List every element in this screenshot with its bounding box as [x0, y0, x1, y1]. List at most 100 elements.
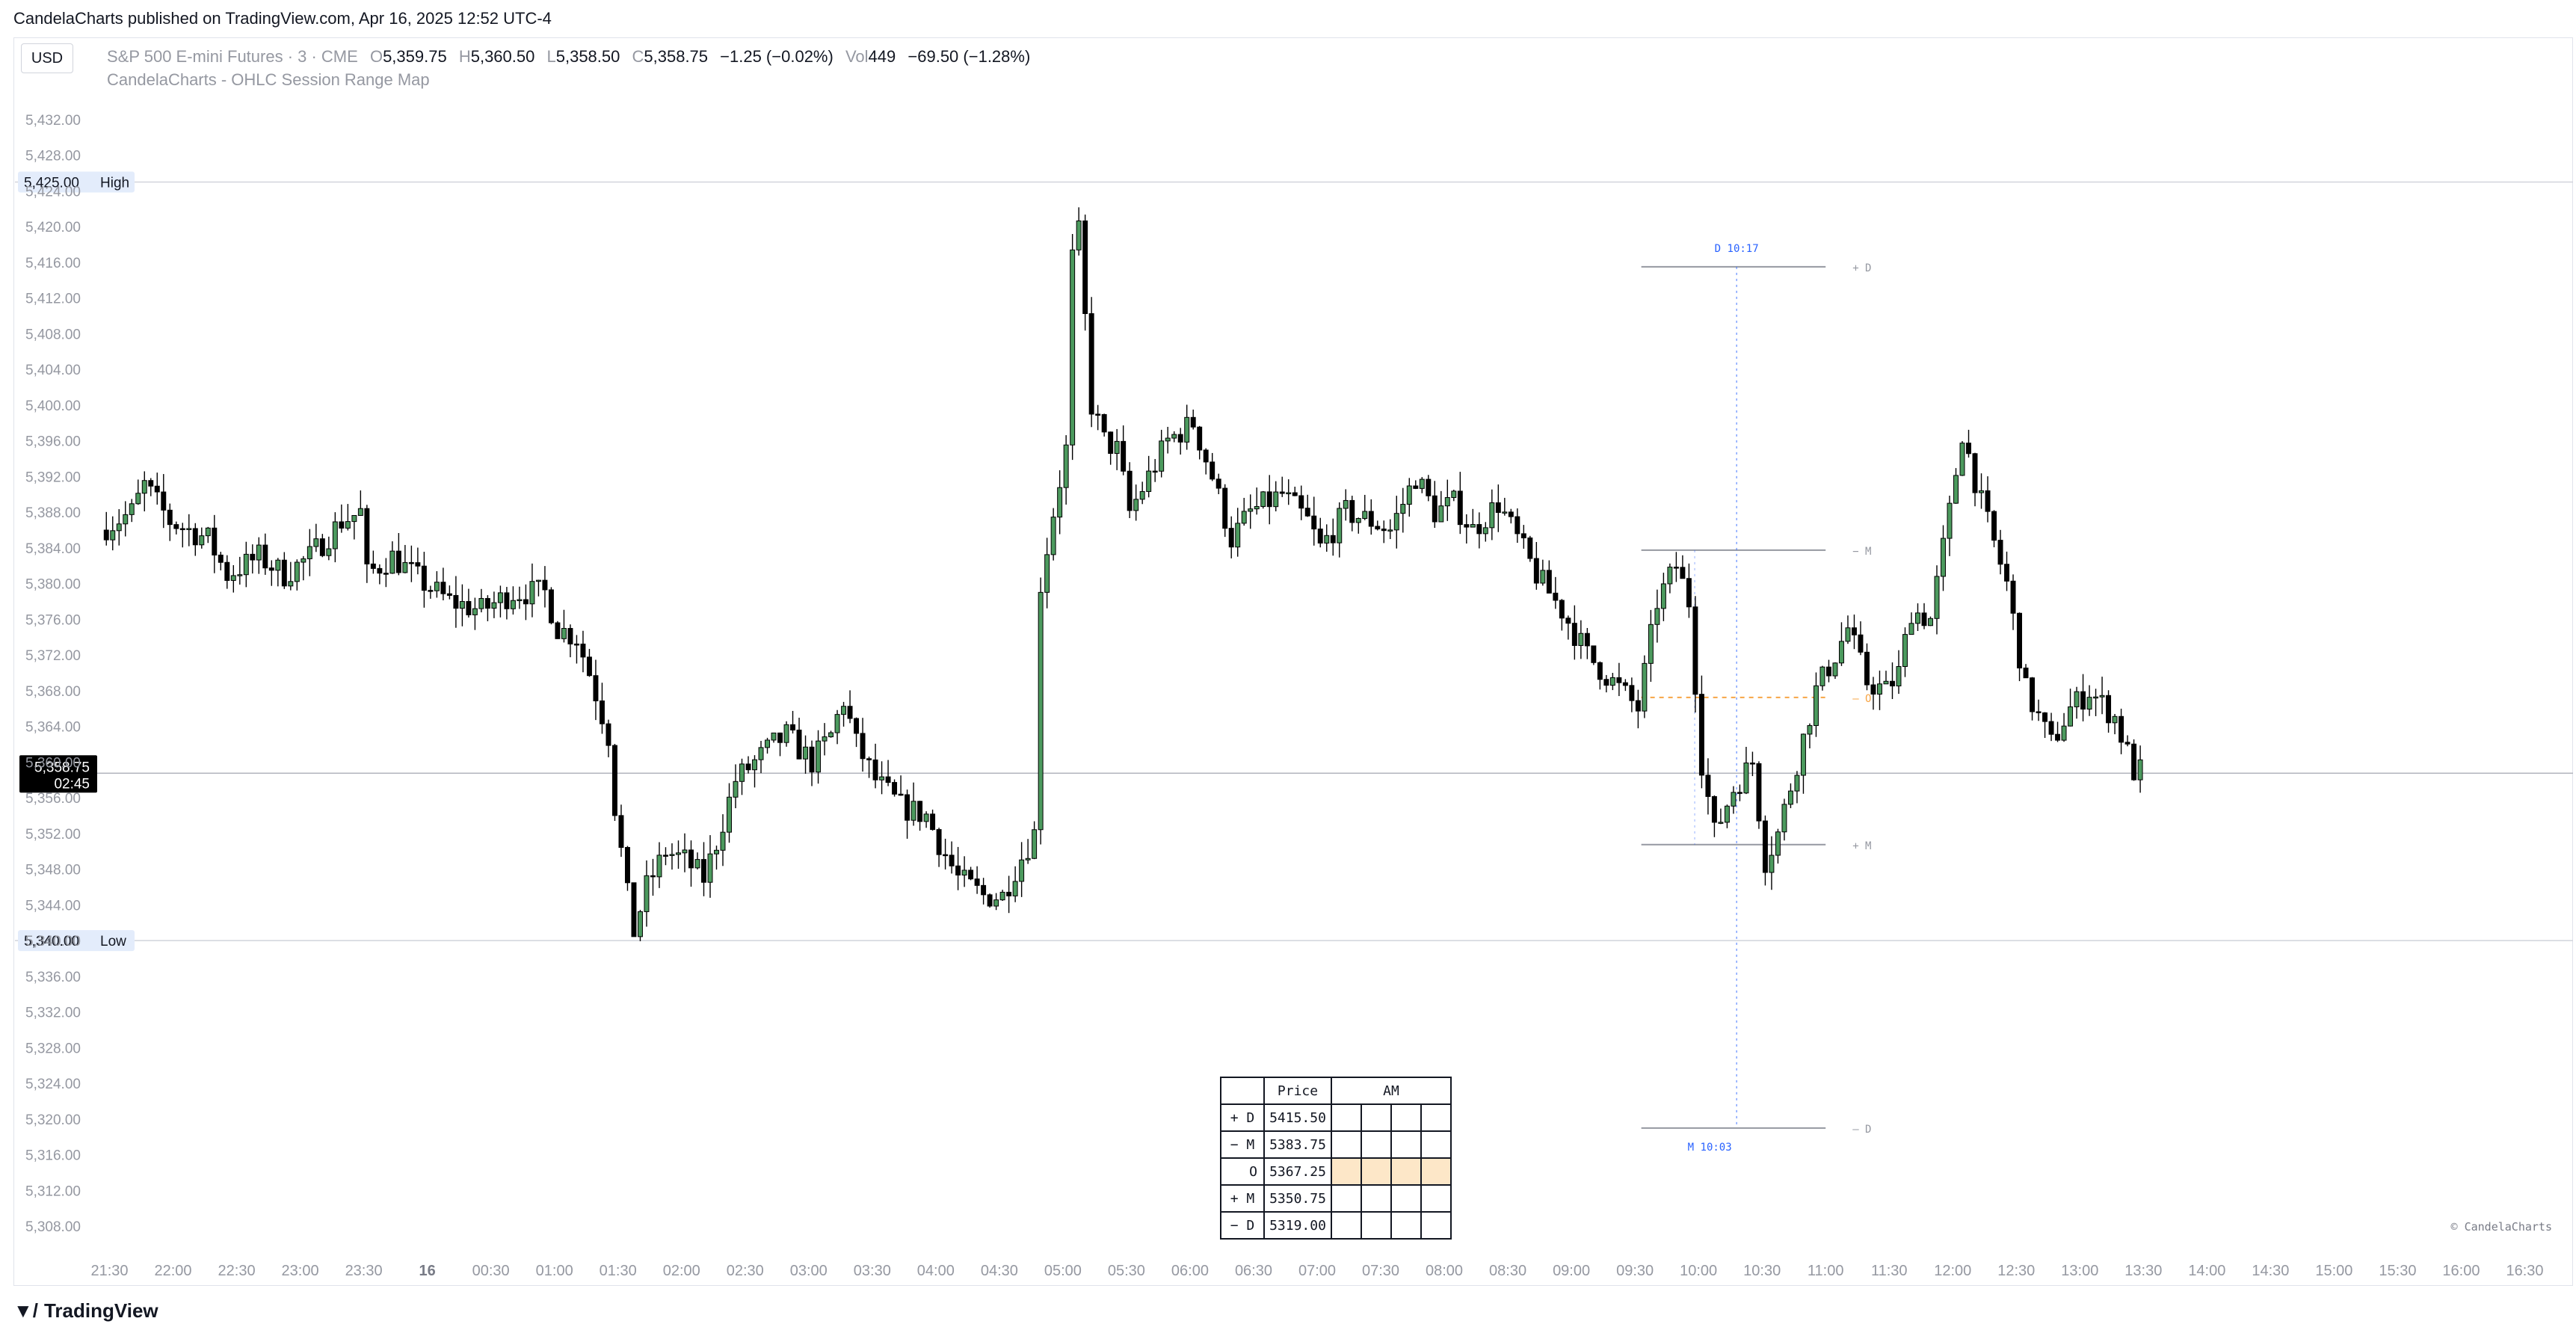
candle-down	[1495, 502, 1501, 513]
candle-down	[847, 706, 853, 719]
candle-down	[930, 813, 936, 831]
candle-down	[1464, 524, 1470, 528]
candle-up	[1667, 567, 1673, 585]
currency-button[interactable]: USD	[21, 43, 73, 73]
candle-down	[606, 723, 611, 746]
table-row: − M 5383.75	[1220, 1130, 1452, 1159]
level-label: – D	[1852, 1124, 1871, 1136]
candle-up	[402, 561, 408, 573]
y-tick-label: 5,412.00	[25, 292, 81, 307]
high-value: 5,360.50	[470, 47, 535, 66]
candle-up	[1362, 511, 1368, 520]
candle-down	[1546, 570, 1552, 594]
candle-down	[1921, 612, 1927, 626]
candle-up	[1273, 491, 1279, 508]
candle-up	[110, 530, 116, 541]
candle-up	[1743, 763, 1749, 794]
x-tick-label: 06:30	[1235, 1263, 1272, 1279]
candle-up	[656, 855, 662, 878]
y-tick-label: 5,392.00	[25, 469, 81, 485]
candle-down	[796, 729, 802, 760]
candle-down	[555, 622, 561, 639]
candles	[103, 207, 2143, 941]
candle-up	[243, 553, 249, 576]
candle-up	[1540, 570, 1546, 584]
candle-up	[1235, 523, 1241, 548]
candle-up	[1076, 220, 1082, 250]
candle-down	[1317, 529, 1323, 544]
candle-down	[466, 601, 472, 615]
candle-down	[504, 592, 510, 609]
y-tick-label: 5,356.00	[25, 791, 81, 807]
candle-down	[1476, 524, 1482, 535]
candle-down	[2036, 711, 2042, 713]
x-tick-label: 21:30	[90, 1263, 128, 1279]
table-row: O 5367.25	[1220, 1157, 1452, 1186]
candle-up	[2074, 691, 2080, 707]
indicator-name[interactable]: CandelaCharts - OHLC Session Range Map	[107, 70, 430, 89]
candle-down	[2124, 742, 2130, 745]
candle-down	[2080, 691, 2086, 710]
x-tick-label: 02:30	[727, 1263, 764, 1279]
y-tick-label: 5,384.00	[25, 541, 81, 557]
y-tick-label: 5,396.00	[25, 434, 81, 450]
candle-down	[1870, 684, 1876, 695]
candle-up	[561, 628, 567, 639]
candle-down	[892, 782, 898, 795]
y-tick-label: 5,308.00	[25, 1219, 81, 1235]
candle-up	[275, 559, 281, 571]
candle-up	[1050, 517, 1056, 555]
candle-up	[1578, 632, 1584, 646]
candle-up	[1902, 634, 1908, 668]
candle-up	[707, 853, 713, 883]
x-tick-label: 00:30	[472, 1263, 510, 1279]
y-tick-label: 5,372.00	[25, 648, 81, 664]
x-tick-label: 04:00	[917, 1263, 955, 1279]
y-tick-label: 5,408.00	[25, 327, 81, 342]
row-label: O	[1220, 1157, 1265, 1186]
candle-up	[771, 732, 777, 741]
candle-up	[765, 739, 770, 748]
table-cell	[1331, 1184, 1362, 1213]
candle-down	[974, 878, 980, 886]
y-tick-label: 5,424.00	[25, 184, 81, 200]
candle-down	[1203, 449, 1209, 463]
x-tick-label: 23:30	[345, 1263, 383, 1279]
candle-up	[1941, 538, 1946, 577]
candle-up	[535, 579, 541, 582]
candle-down	[408, 561, 414, 564]
candle-up	[1979, 490, 1984, 493]
last-price-tag	[19, 755, 97, 793]
candle-down	[1330, 535, 1336, 544]
level-label: – O	[1852, 693, 1871, 705]
candle-down	[872, 759, 878, 781]
range-levels: + D − M – O + M – D D 10:17 M 10:03	[1641, 243, 1871, 1154]
table-cell	[1420, 1211, 1452, 1240]
low-label: L	[546, 47, 556, 66]
watermark: © CandelaCharts	[2450, 1220, 2552, 1234]
candle-up	[1063, 444, 1069, 488]
candle-up	[1355, 518, 1361, 523]
x-tick-label: 05:00	[1044, 1263, 1082, 1279]
row-label: − M	[1220, 1130, 1265, 1159]
symbol-name[interactable]: S&P 500 E-mini Futures · 3 · CME	[107, 47, 358, 66]
candle-up	[714, 849, 719, 855]
candle-down	[1616, 677, 1622, 683]
candle-down	[1698, 694, 1704, 776]
candle-down	[854, 718, 860, 734]
candle-up	[1934, 576, 1940, 619]
candle-up	[752, 759, 757, 771]
table-cell	[1331, 1130, 1362, 1159]
candle-down	[383, 573, 389, 575]
candle-down	[1279, 491, 1285, 494]
y-tick-label: 5,340.00	[25, 934, 81, 949]
volume-label: Vol	[845, 47, 869, 66]
table-header-price: Price	[1263, 1077, 1332, 1105]
candle-down	[1597, 662, 1603, 680]
footer-brand[interactable]: ▼/ TradingView	[13, 1299, 158, 1323]
candle-up	[669, 854, 675, 856]
candle-down	[1985, 490, 1991, 512]
candle-down	[1215, 478, 1221, 489]
y-tick-label: 5,352.00	[25, 827, 81, 843]
